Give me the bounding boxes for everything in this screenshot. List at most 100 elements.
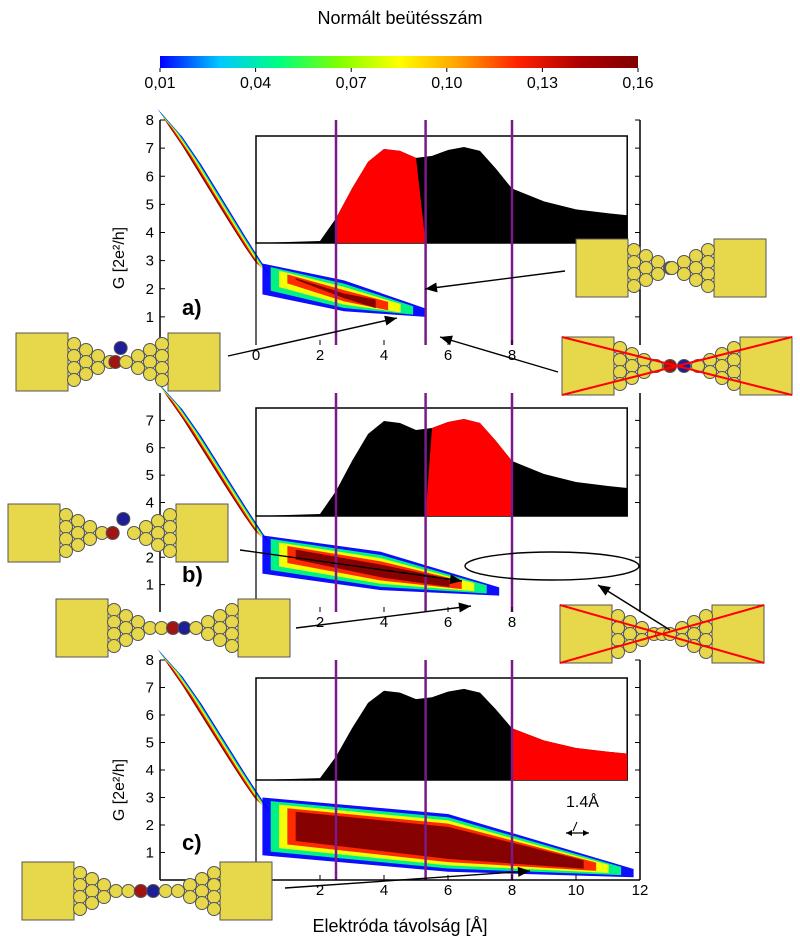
- gold-atom: [195, 884, 209, 898]
- y-tick-label: 5: [146, 735, 154, 752]
- gold-atom: [143, 343, 157, 357]
- gold-atom: [163, 532, 177, 546]
- arrow-head: [598, 585, 611, 596]
- electrode-left: [575, 238, 629, 298]
- gold-atom: [158, 884, 173, 898]
- y-tick-label: 8: [146, 112, 154, 129]
- gold-atom: [119, 355, 133, 369]
- gold-atom: [143, 367, 157, 381]
- x-tick-label: 0: [252, 347, 260, 364]
- y-tick-label: 6: [146, 440, 154, 457]
- x-tick-label: 10: [568, 882, 585, 899]
- cross-line: [561, 336, 793, 396]
- gold-atom: [59, 544, 73, 558]
- gold-atom: [207, 878, 221, 892]
- gold-atom: [143, 355, 157, 369]
- gold-atom: [171, 884, 185, 898]
- junction-schematic: [7, 503, 229, 563]
- gold-atom: [151, 538, 165, 552]
- gold-atom: [119, 633, 133, 647]
- arrow-head: [517, 866, 530, 877]
- x-tick-label: 6: [444, 347, 452, 364]
- electrode-left: [21, 861, 75, 921]
- gold-atom: [639, 273, 653, 287]
- x-tick-label: 6: [444, 882, 452, 899]
- molecule-atom: [113, 341, 128, 355]
- x-tick-label: 8: [508, 347, 516, 364]
- panel-label: a): [182, 295, 202, 320]
- gold-atom: [701, 279, 715, 293]
- arrow-head: [449, 574, 462, 585]
- junction-schematics: [7, 238, 793, 921]
- gold-atom: [155, 361, 169, 375]
- gold-atom: [79, 355, 93, 369]
- colorbar-tick-label: 0,16: [622, 75, 653, 92]
- x-tick-label: 4: [380, 882, 388, 899]
- arrow-head: [384, 315, 397, 326]
- gold-atom: [201, 627, 215, 641]
- gold-atom: [189, 621, 203, 635]
- gold-atom: [131, 361, 145, 375]
- gold-atom: [207, 902, 221, 916]
- gold-atom: [131, 349, 145, 363]
- gold-atom: [225, 627, 239, 641]
- electrode-right: [237, 598, 291, 658]
- gold-atom: [59, 532, 73, 546]
- panel-label: c): [182, 830, 202, 855]
- y-tick-label: 6: [146, 707, 154, 724]
- arrow-line: [227, 317, 398, 357]
- panel-c: 12345678024681012c): [146, 649, 648, 899]
- gold-atom: [649, 359, 663, 373]
- gold-atom: [139, 520, 153, 534]
- gold-atom: [213, 633, 227, 647]
- molecule-atom: [105, 526, 120, 540]
- gold-atom: [195, 896, 209, 910]
- x-axis-label: Elektróda távolság [Å]: [312, 916, 487, 936]
- colorbar-ticks: 0,01 0,04 0,07 0,10 0,13 0,16: [144, 68, 654, 92]
- gold-atom: [73, 890, 87, 904]
- junction-schematic: [15, 332, 221, 392]
- gold-atom: [703, 365, 717, 379]
- gold-atom: [201, 615, 215, 629]
- gold-atom: [689, 249, 703, 263]
- colorbar-tick-label: 0,13: [527, 75, 558, 92]
- gold-atom: [97, 878, 111, 892]
- gold-atom: [701, 267, 715, 281]
- molecule-atom: [116, 512, 131, 526]
- y-tick-label: 4: [146, 225, 154, 242]
- gold-atom: [85, 872, 99, 886]
- arrow-annotations: [227, 270, 671, 889]
- gold-atom: [97, 890, 111, 904]
- gold-atom: [79, 343, 93, 357]
- colorbar-tick-label: 0,07: [336, 75, 367, 92]
- gold-atom: [715, 359, 729, 373]
- y-axis-label-bottom: G [2e²/h]: [111, 759, 128, 821]
- x-tick-label: 2: [316, 614, 324, 631]
- gold-atom: [127, 526, 141, 540]
- electrode-right: [713, 238, 767, 298]
- gold-atom: [727, 353, 741, 367]
- y-tick-label: 7: [146, 140, 154, 157]
- gold-atom: [613, 353, 627, 367]
- arrow-line: [424, 270, 566, 290]
- y-tick-label: 3: [146, 790, 154, 807]
- gold-atom: [79, 367, 93, 381]
- x-tick-label: 2: [316, 347, 324, 364]
- colorbar-tick-label: 0,01: [144, 75, 175, 92]
- gold-atom: [627, 279, 641, 293]
- gold-atom: [119, 609, 133, 623]
- spacing-label: 1.4Å: [566, 792, 599, 811]
- gold-atom: [627, 255, 641, 269]
- arrow-head: [458, 602, 471, 613]
- electrode-right: [175, 503, 229, 563]
- colorbar-tick-label: 0,04: [240, 75, 271, 92]
- arrow-head: [425, 282, 438, 293]
- gold-atom: [59, 508, 73, 522]
- x-tick-label: 4: [380, 347, 388, 364]
- gold-atom: [107, 603, 121, 617]
- gold-atom: [91, 349, 105, 363]
- gold-atom: [107, 615, 121, 629]
- gold-atom: [627, 267, 641, 281]
